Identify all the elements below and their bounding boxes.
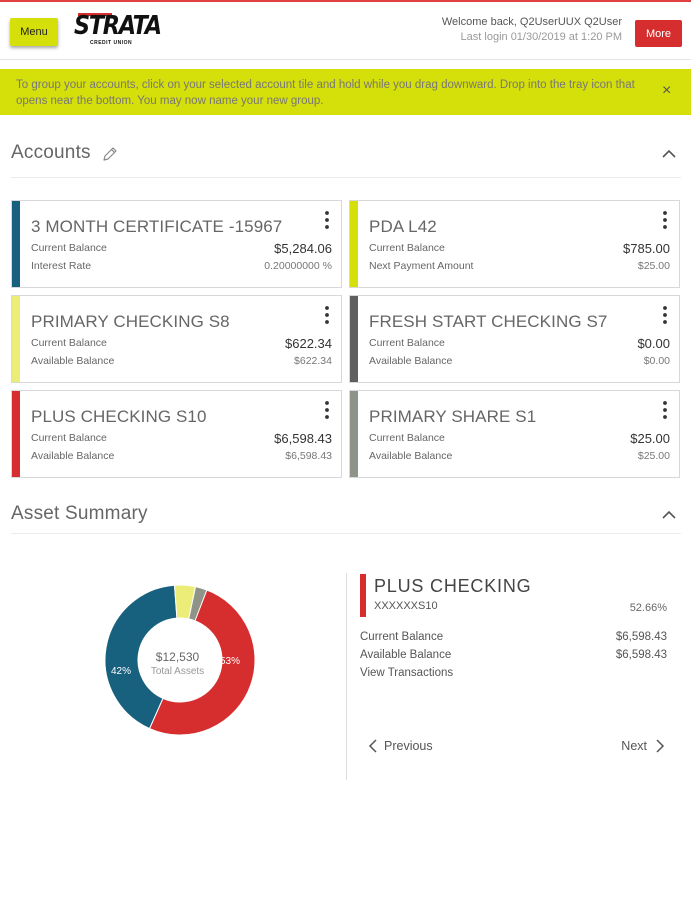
- detail-current-balance-label: Current Balance: [360, 631, 444, 643]
- accounts-section-header: Accounts: [11, 142, 681, 178]
- account-color-bar: [350, 201, 358, 287]
- account-value-2: $0.00: [643, 355, 670, 367]
- kebab-menu-icon[interactable]: [659, 399, 671, 421]
- kebab-menu-icon[interactable]: [321, 304, 333, 326]
- total-assets-value: $12,530: [155, 650, 200, 664]
- account-value-2: $25.00: [637, 450, 670, 462]
- slice-label-plus-checking: 53%: [220, 656, 241, 667]
- account-label-1: Current Balance: [31, 337, 107, 349]
- account-color-bar: [350, 391, 358, 477]
- account-name: PRIMARY SHARE S1: [369, 407, 537, 426]
- account-label-2: Available Balance: [369, 355, 453, 367]
- account-value-1: $622.34: [285, 336, 332, 351]
- asset-summary-collapse-chevron-up-icon[interactable]: [661, 509, 677, 521]
- account-value-2: $6,598.43: [285, 450, 332, 462]
- kebab-menu-icon[interactable]: [659, 304, 671, 326]
- account-label-1: Current Balance: [31, 432, 107, 444]
- detail-available-balance-value: $6,598.43: [615, 649, 667, 661]
- banner-text: To group your accounts, click on your se…: [16, 79, 635, 107]
- account-label-1: Current Balance: [369, 242, 445, 254]
- detail-account-number: XXXXXXS10: [374, 600, 438, 612]
- account-tile[interactable]: PDA L42 Current Balance $785.00 Next Paymen…: [349, 200, 680, 288]
- donut-slice[interactable]: [188, 586, 208, 622]
- logo-subtext: CREDIT UNION: [90, 40, 133, 46]
- account-name: PRIMARY CHECKING S8: [31, 312, 230, 331]
- view-transactions-link[interactable]: View Transactions: [360, 667, 454, 679]
- donut-slice[interactable]: [148, 586, 256, 736]
- accounts-title: Accounts: [11, 142, 91, 163]
- account-tile[interactable]: PRIMARY CHECKING S8 Current Balance $622.3…: [11, 295, 342, 383]
- account-value-2: $25.00: [637, 260, 670, 272]
- top-accent-line: [0, 0, 691, 2]
- next-label: Next: [621, 739, 647, 753]
- account-tile[interactable]: 3 MONTH CERTIFICATE -15967 Current Balanc…: [11, 200, 342, 288]
- kebab-menu-icon[interactable]: [321, 209, 333, 231]
- donut-svg: [104, 584, 256, 736]
- detail-percent: 52.66%: [629, 602, 667, 614]
- account-value-1: $25.00: [630, 431, 670, 446]
- kebab-menu-icon[interactable]: [321, 399, 333, 421]
- pencil-icon[interactable]: [101, 145, 119, 163]
- grouping-hint-banner: To group your accounts, click on your se…: [0, 69, 691, 115]
- account-label-2: Available Balance: [369, 450, 453, 462]
- app-header: Menu STRATA CREDIT UNION Welcome back, Q…: [0, 2, 691, 60]
- detail-color-bar: [360, 574, 366, 617]
- asset-donut-chart: $12,530 Total Assets 53% 42%: [104, 580, 260, 740]
- account-name: PLUS CHECKING S10: [31, 407, 207, 426]
- strata-logo[interactable]: STRATA CREDIT UNION: [74, 10, 162, 54]
- account-color-bar: [12, 391, 20, 477]
- account-name: PDA L42: [369, 217, 437, 236]
- close-icon[interactable]: ×: [662, 82, 672, 99]
- welcome-block: Welcome back, Q2UserUUX Q2User Last logi…: [442, 15, 622, 45]
- account-color-bar: [350, 296, 358, 382]
- account-label-1: Current Balance: [369, 432, 445, 444]
- total-assets-label: Total Assets: [150, 666, 205, 677]
- account-value-1: $5,284.06: [274, 241, 332, 256]
- account-tile[interactable]: FRESH START CHECKING S7 Current Balance $0…: [349, 295, 680, 383]
- account-value-1: $785.00: [623, 241, 670, 256]
- logo-stripe: [78, 13, 112, 16]
- next-button[interactable]: Next: [621, 738, 665, 754]
- account-name: FRESH START CHECKING S7: [369, 312, 608, 331]
- account-value-1: $0.00: [637, 336, 670, 351]
- account-value-2: 0.20000000 %: [264, 260, 332, 272]
- account-name: 3 MONTH CERTIFICATE -15967: [31, 217, 283, 236]
- kebab-menu-icon[interactable]: [659, 209, 671, 231]
- account-label-2: Available Balance: [31, 450, 115, 462]
- account-tile[interactable]: PRIMARY SHARE S1 Current Balance $25.00 Ava…: [349, 390, 680, 478]
- summary-divider: [346, 573, 347, 780]
- welcome-text: Welcome back, Q2UserUUX Q2User: [441, 16, 622, 28]
- asset-summary-section-header: Asset Summary: [11, 503, 681, 534]
- account-label-1: Current Balance: [31, 242, 107, 254]
- last-login-text: Last login 01/30/2019 at 1:20 PM: [460, 31, 622, 43]
- account-color-bar: [12, 296, 20, 382]
- previous-label: Previous: [384, 739, 433, 753]
- account-label-1: Current Balance: [369, 337, 445, 349]
- chevron-left-icon: [368, 739, 377, 753]
- account-label-2: Interest Rate: [31, 260, 92, 272]
- account-label-2: Next Payment Amount: [369, 260, 474, 272]
- chevron-right-icon: [656, 739, 665, 753]
- accounts-collapse-chevron-up-icon[interactable]: [661, 148, 677, 160]
- logo-text: STRATA: [74, 11, 162, 41]
- donut-slice[interactable]: [104, 584, 178, 730]
- detail-current-balance-value: $6,598.43: [615, 631, 667, 643]
- account-label-2: Available Balance: [31, 355, 115, 367]
- previous-button[interactable]: Previous: [368, 738, 433, 754]
- more-button[interactable]: More: [635, 20, 682, 47]
- account-color-bar: [12, 201, 20, 287]
- account-value-1: $6,598.43: [274, 431, 332, 446]
- detail-available-balance-label: Available Balance: [360, 649, 452, 661]
- detail-account-name: PLUS CHECKING: [374, 576, 532, 596]
- asset-summary-title: Asset Summary: [11, 503, 148, 524]
- menu-button[interactable]: Menu: [10, 18, 58, 46]
- slice-label-certificate: 42%: [111, 666, 132, 677]
- account-tile[interactable]: PLUS CHECKING S10 Current Balance $6,598.4…: [11, 390, 342, 478]
- account-value-2: $622.34: [294, 355, 332, 367]
